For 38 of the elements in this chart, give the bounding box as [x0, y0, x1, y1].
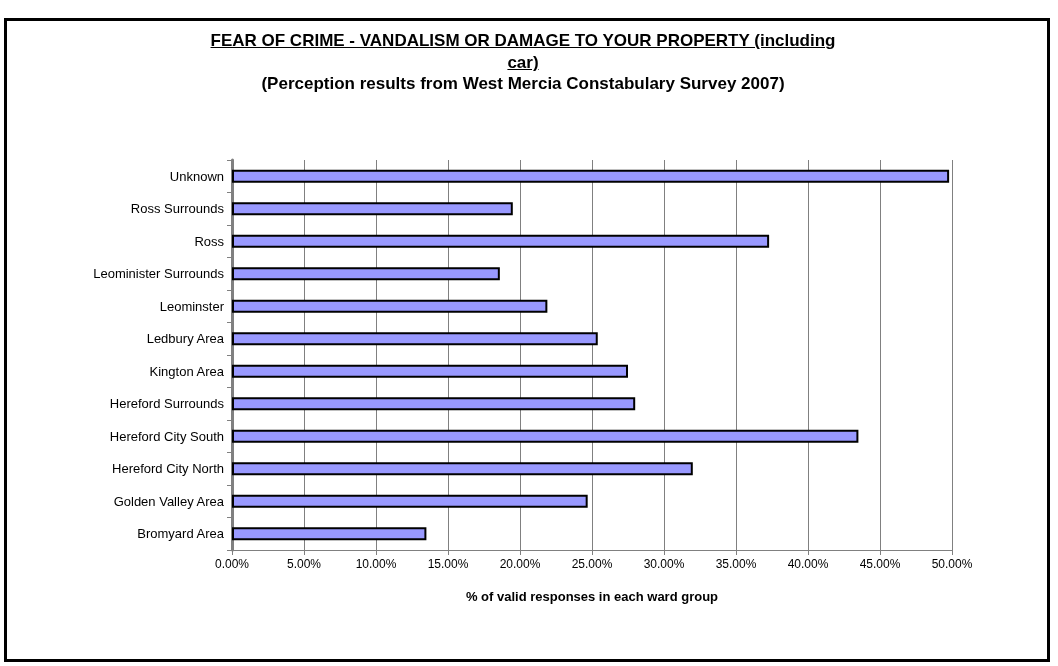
- bar: [232, 202, 513, 216]
- bar: [232, 397, 636, 411]
- x-tick-label: 40.00%: [787, 557, 829, 571]
- x-tick-label: 5.00%: [286, 557, 322, 571]
- bar: [232, 234, 770, 248]
- bar: [232, 267, 500, 281]
- x-tick-label: 10.00%: [355, 557, 397, 571]
- y-tick-label: Leominister Surrounds: [93, 266, 225, 282]
- y-tick-label: Hereford Surrounds: [109, 396, 225, 412]
- y-tick-label: Bromyard Area: [137, 526, 225, 542]
- x-tick-label: 30.00%: [643, 557, 685, 571]
- x-tick-label: 20.00%: [499, 557, 541, 571]
- bar: [232, 494, 588, 508]
- y-tick-label: Hereford City North: [112, 461, 224, 477]
- x-tick-label: 25.00%: [571, 557, 613, 571]
- x-tick-label: 15.00%: [427, 557, 469, 571]
- bar: [232, 364, 628, 378]
- x-tick-label: 45.00%: [859, 557, 901, 571]
- x-tick-label: 50.00%: [931, 557, 973, 571]
- y-tick-label: Ross Surrounds: [130, 201, 225, 217]
- x-tick-label: 0.00%: [214, 557, 250, 571]
- bar: [232, 527, 427, 541]
- x-tick-label: 35.00%: [715, 557, 757, 571]
- chart-title: FEAR OF CRIME - VANDALISM OR DAMAGE TO YOUR PROPERTY (including car): [210, 31, 836, 72]
- y-tick-label: Kington Area: [149, 363, 225, 379]
- y-tick-label: Golden Valley Area: [113, 493, 225, 509]
- y-tick-label: Ledbury Area: [146, 331, 225, 347]
- y-tick-label: Leominster: [159, 298, 225, 314]
- bar: [232, 332, 598, 346]
- bar: [232, 462, 693, 476]
- bar: [232, 299, 548, 313]
- bar: [232, 429, 859, 443]
- x-axis-title: % of valid responses in each ward group: [465, 589, 719, 604]
- chart-subtitle: (Perception results from West Mercia Constabulary Survey 2007): [260, 74, 786, 94]
- y-tick-label: Ross: [194, 233, 225, 249]
- y-tick-label: Unknown: [169, 168, 224, 184]
- bar: [232, 169, 950, 183]
- y-tick-label: Hereford City South: [109, 428, 224, 444]
